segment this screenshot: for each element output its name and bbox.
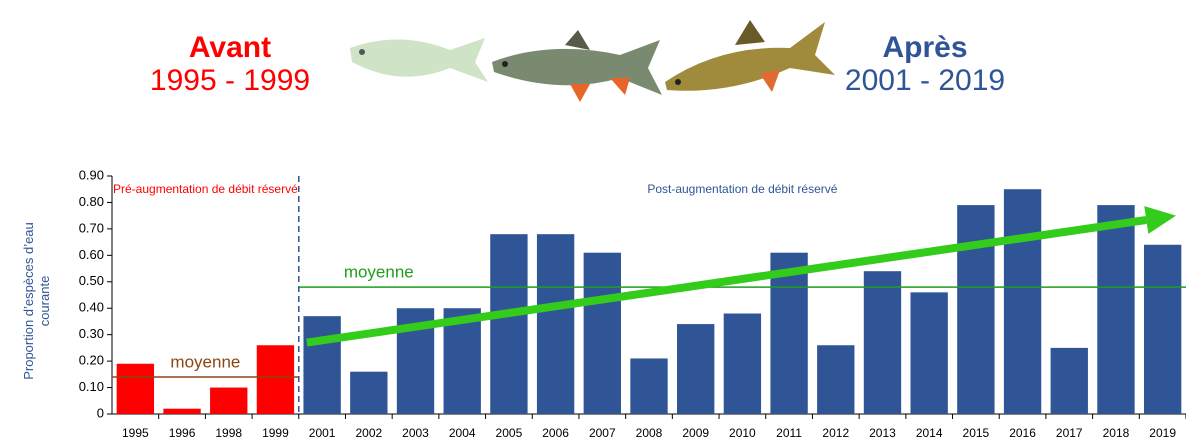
bar — [817, 345, 855, 414]
bar — [957, 205, 995, 414]
x-tick-label: 2017 — [1056, 426, 1083, 440]
x-tick-label: 2016 — [1009, 426, 1036, 440]
after-years: 2001 - 2019 — [844, 64, 1006, 97]
y-tick-label: 0.30 — [79, 326, 104, 341]
bar — [256, 345, 295, 414]
bar — [490, 234, 528, 414]
bar — [910, 292, 948, 414]
y-tick-label: 0.20 — [79, 353, 104, 368]
bar — [1050, 347, 1088, 414]
x-tick-label: 2014 — [916, 426, 943, 440]
bar — [303, 316, 341, 414]
fish — [665, 20, 835, 92]
bar — [1097, 205, 1135, 414]
y-tick-label: 0.90 — [79, 167, 104, 182]
x-tick-label: 2019 — [1149, 426, 1176, 440]
group-annotation: Pré-augmentation de débit réservé — [113, 182, 298, 196]
x-tick-label: 2013 — [869, 426, 896, 440]
y-tick-label: 0 — [97, 405, 104, 420]
x-tick-label: 1996 — [169, 426, 196, 440]
x-tick-label: 1998 — [215, 426, 242, 440]
fish — [350, 38, 488, 82]
x-tick-label: 2018 — [1103, 426, 1130, 440]
y-tick-label: 0.40 — [79, 300, 104, 315]
bar — [443, 308, 481, 414]
mean-label: moyenne — [344, 263, 414, 282]
x-tick-label: 2001 — [309, 426, 336, 440]
bar — [116, 363, 155, 414]
bar — [863, 271, 902, 414]
before-header: Avant 1995 - 1999 — [110, 32, 350, 98]
bar — [536, 234, 575, 414]
after-title: Après — [882, 31, 968, 64]
bar — [630, 358, 668, 414]
x-tick-label: 2008 — [636, 426, 663, 440]
y-axis-label: Proportion d’espèces d’eau courante — [21, 222, 52, 380]
fish-illustrations — [350, 20, 835, 102]
y-tick-label: 0.50 — [79, 273, 104, 288]
trend-arrow-head — [1144, 206, 1176, 234]
x-tick-label: 2002 — [355, 426, 382, 440]
group-annotation: Post-augmentation de débit réservé — [647, 182, 838, 196]
bar — [770, 252, 808, 414]
y-tick-label: 0.10 — [79, 379, 104, 394]
bar — [350, 371, 388, 414]
x-tick-label: 2003 — [402, 426, 429, 440]
y-tick-label: 0.60 — [79, 247, 104, 262]
x-tick-label: 1995 — [122, 426, 149, 440]
bar — [677, 324, 715, 414]
y-tick-label: 0.70 — [79, 220, 104, 235]
x-tick-label: 2007 — [589, 426, 616, 440]
x-tick-label: 2010 — [729, 426, 756, 440]
fish — [492, 30, 662, 102]
bar — [1003, 189, 1042, 414]
y-tick-label: 0.80 — [79, 194, 104, 209]
bar — [723, 313, 762, 414]
before-title: Avant — [188, 31, 272, 64]
x-tick-label: 1999 — [262, 426, 289, 440]
bar — [210, 387, 248, 414]
bar — [583, 252, 621, 414]
after-header: Après 2001 - 2019 — [805, 32, 1045, 98]
x-tick-label: 2011 — [776, 426, 802, 440]
x-tick-label: 2015 — [963, 426, 990, 440]
bar — [1143, 244, 1182, 414]
x-tick-label: 2009 — [682, 426, 709, 440]
trend-arrow — [306, 216, 1147, 347]
before-years: 1995 - 1999 — [149, 64, 311, 97]
x-tick-label: 2005 — [496, 426, 523, 440]
x-tick-label: 2012 — [822, 426, 849, 440]
bar — [163, 408, 201, 414]
x-tick-label: 2004 — [449, 426, 476, 440]
x-tick-label: 2006 — [542, 426, 569, 440]
mean-label: moyenne — [170, 352, 240, 371]
